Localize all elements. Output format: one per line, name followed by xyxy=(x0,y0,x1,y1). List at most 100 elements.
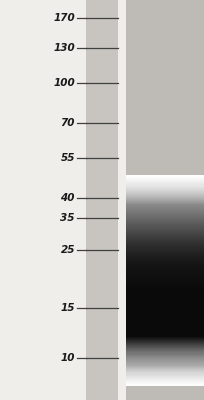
Bar xyxy=(126,218,204,220)
Bar xyxy=(126,268,204,270)
Bar xyxy=(126,318,204,319)
Bar xyxy=(126,349,204,351)
Text: 100: 100 xyxy=(53,78,75,88)
Bar xyxy=(126,382,204,384)
Text: 130: 130 xyxy=(53,43,75,53)
Bar xyxy=(126,260,204,262)
Bar xyxy=(126,354,204,355)
Bar xyxy=(126,270,204,272)
Bar xyxy=(126,315,204,316)
Bar xyxy=(126,297,204,298)
Bar xyxy=(126,195,204,196)
Bar xyxy=(126,239,204,241)
Bar xyxy=(86,0,118,400)
Bar xyxy=(126,348,204,350)
Bar xyxy=(126,226,204,227)
Bar xyxy=(126,201,204,203)
Bar xyxy=(126,183,204,185)
Bar xyxy=(126,306,204,308)
Bar xyxy=(126,296,204,297)
Bar xyxy=(126,340,204,342)
Bar xyxy=(126,245,204,247)
Bar xyxy=(126,379,204,380)
Bar xyxy=(126,190,204,191)
Bar xyxy=(126,330,204,332)
Bar xyxy=(126,282,204,284)
Bar xyxy=(126,362,204,364)
Bar xyxy=(126,320,204,322)
Bar xyxy=(126,242,204,244)
Bar xyxy=(126,184,204,186)
Bar xyxy=(126,215,204,216)
Bar xyxy=(126,342,204,344)
Bar xyxy=(126,267,204,269)
Bar xyxy=(126,346,204,348)
Bar xyxy=(126,222,204,224)
Bar xyxy=(126,246,204,248)
Bar xyxy=(126,345,204,347)
Bar xyxy=(126,363,204,364)
Bar xyxy=(126,255,204,256)
Bar xyxy=(126,292,204,293)
Bar xyxy=(126,228,204,230)
Bar xyxy=(126,232,204,233)
Bar xyxy=(126,316,204,317)
Bar xyxy=(126,347,204,349)
Bar xyxy=(126,234,204,235)
Bar xyxy=(126,310,204,311)
Bar xyxy=(126,0,204,400)
Bar xyxy=(126,226,204,228)
Bar xyxy=(126,182,204,184)
Bar xyxy=(126,240,204,242)
Bar xyxy=(126,250,204,252)
Bar xyxy=(126,197,204,199)
Bar xyxy=(126,328,204,330)
Bar xyxy=(126,221,204,223)
Bar xyxy=(126,357,204,358)
Bar xyxy=(126,213,204,214)
Bar xyxy=(126,369,204,371)
Bar xyxy=(126,307,204,309)
Bar xyxy=(126,322,204,324)
Bar xyxy=(126,233,204,234)
Bar xyxy=(126,326,204,328)
Bar xyxy=(126,365,204,367)
Bar xyxy=(126,181,204,183)
Bar xyxy=(126,254,204,255)
Bar xyxy=(126,280,204,282)
Bar xyxy=(126,343,204,344)
Bar xyxy=(126,377,204,378)
Bar xyxy=(126,214,204,215)
Bar xyxy=(126,250,204,251)
Bar xyxy=(126,236,204,238)
Bar xyxy=(126,202,204,204)
Text: 70: 70 xyxy=(61,118,75,128)
Bar xyxy=(126,186,204,187)
Bar xyxy=(126,176,204,178)
Text: 35: 35 xyxy=(61,213,75,223)
Bar xyxy=(126,380,204,381)
Bar xyxy=(126,274,204,275)
Bar xyxy=(126,336,204,337)
Bar xyxy=(126,237,204,238)
Bar xyxy=(126,350,204,352)
Bar xyxy=(126,300,204,302)
Bar xyxy=(126,278,204,280)
Bar xyxy=(126,293,204,294)
Bar xyxy=(126,258,204,260)
Bar xyxy=(126,372,204,374)
Bar xyxy=(126,384,204,386)
Text: 25: 25 xyxy=(61,245,75,255)
Bar xyxy=(126,334,204,336)
Bar xyxy=(126,194,204,196)
Bar xyxy=(126,264,204,266)
Bar xyxy=(126,305,204,307)
Bar xyxy=(126,327,204,329)
Bar xyxy=(126,370,204,372)
Bar xyxy=(126,294,204,295)
Bar xyxy=(126,288,204,290)
Bar xyxy=(126,368,204,370)
Text: 55: 55 xyxy=(61,153,75,163)
Bar xyxy=(126,314,204,315)
Bar xyxy=(126,308,204,310)
